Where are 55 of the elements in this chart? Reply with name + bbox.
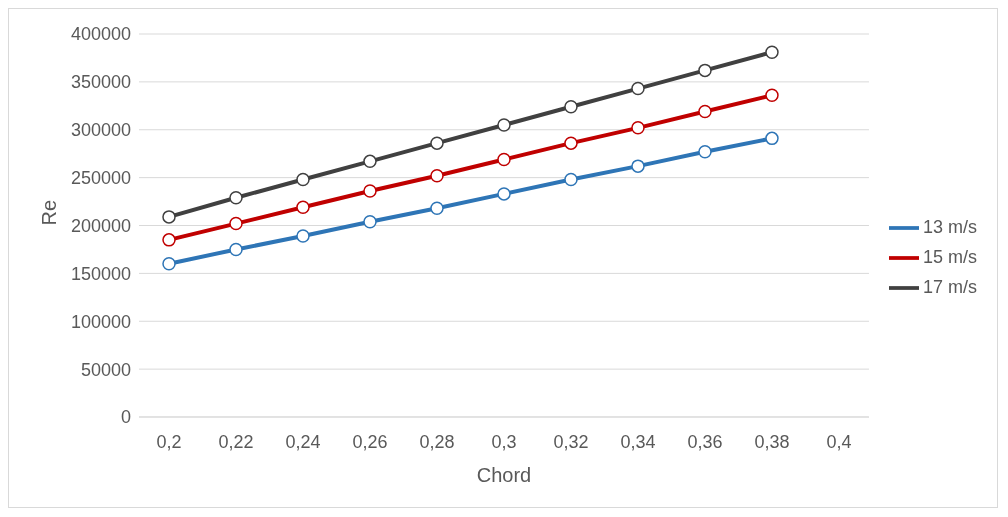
- point: [296, 172, 310, 187]
- point: [363, 184, 377, 198]
- y-axis-title: Re: [38, 199, 61, 226]
- point: [162, 210, 176, 224]
- point: [765, 131, 779, 146]
- x-tick-label: 0,32: [553, 431, 589, 452]
- legend-label: 15 m/s: [922, 246, 977, 267]
- point: [631, 121, 645, 135]
- y-tick-label: 300000: [70, 120, 131, 141]
- point: [698, 145, 712, 159]
- point: [497, 118, 511, 132]
- point: [564, 100, 578, 114]
- x-tick-label: 0,22: [218, 431, 254, 452]
- x-axis-title: Chord: [476, 464, 532, 486]
- point: [363, 154, 377, 169]
- point: [631, 159, 645, 173]
- point: [765, 45, 779, 59]
- y-tick-label: 200000: [70, 215, 131, 236]
- point: [296, 200, 310, 215]
- x-tick-label: 0,4: [826, 431, 852, 452]
- point: [564, 172, 578, 187]
- point: [162, 233, 176, 247]
- legend-label: 13 m/s: [922, 216, 977, 237]
- x-tick-label: 0,3: [491, 431, 517, 452]
- y-tick-label: 150000: [70, 263, 131, 284]
- x-tick-label: 0,34: [620, 431, 656, 452]
- x-tick-label: 0,36: [687, 431, 723, 452]
- point: [765, 88, 779, 103]
- y-tick-label: 250000: [70, 168, 131, 189]
- point: [229, 190, 243, 205]
- point: [430, 168, 444, 183]
- y-tick-label: 0: [120, 407, 131, 428]
- point: [229, 216, 243, 231]
- point: [497, 187, 511, 201]
- y-tick-label: 350000: [70, 72, 131, 93]
- point: [698, 63, 712, 78]
- point: [698, 104, 712, 119]
- point: [430, 136, 444, 150]
- x-tick-label: 0,26: [352, 431, 388, 452]
- x-tick-label: 0,24: [285, 431, 321, 452]
- legend-label: 17 m/s: [922, 276, 977, 297]
- point: [564, 136, 578, 150]
- x-tick-label: 0,38: [754, 431, 790, 452]
- y-tick-label: 400000: [70, 24, 131, 45]
- point: [631, 81, 645, 96]
- point: [229, 242, 243, 257]
- point: [430, 201, 444, 216]
- y-tick-label: 50000: [80, 359, 131, 380]
- point: [162, 257, 176, 271]
- point: [497, 152, 511, 167]
- x-tick-label: 0,2: [156, 431, 182, 452]
- point: [296, 229, 310, 243]
- point: [363, 214, 377, 229]
- y-tick-label: 100000: [70, 311, 131, 332]
- x-tick-label: 0,28: [419, 431, 455, 452]
